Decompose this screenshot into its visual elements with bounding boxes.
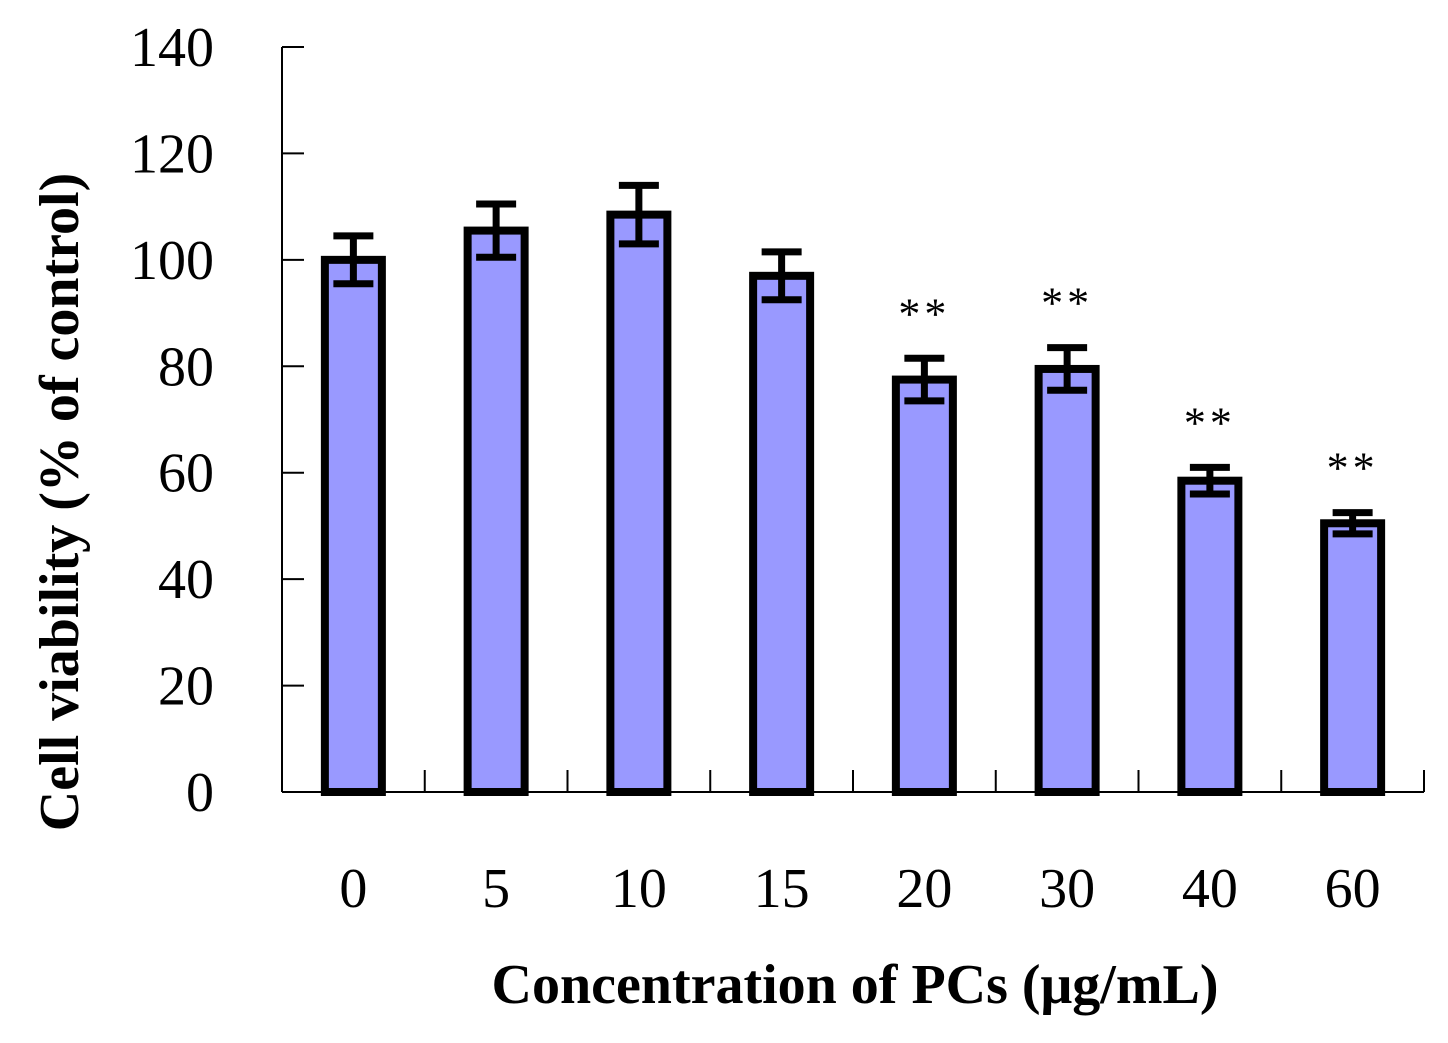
- x-tick-label: 20: [896, 858, 952, 920]
- significance-label: **: [1184, 398, 1236, 447]
- x-tick-label: 10: [611, 858, 667, 920]
- bar: [1177, 476, 1243, 796]
- y-axis: 0 20 40 60 80 100 120 140: [130, 17, 304, 824]
- significance-markers: ** ** ** **: [898, 279, 1379, 493]
- y-tick-label: 80: [158, 336, 214, 398]
- bar: [606, 210, 672, 796]
- x-axis-title: Concentration of PCs (μg/mL): [492, 954, 1219, 1016]
- y-tick-label: 120: [130, 123, 214, 185]
- x-tick-label: 40: [1182, 858, 1238, 920]
- x-tick-label: 15: [754, 858, 810, 920]
- x-tick-label: 30: [1039, 858, 1095, 920]
- bar: [749, 271, 815, 797]
- significance-label: **: [1327, 444, 1379, 493]
- significance-label: **: [1041, 279, 1093, 328]
- y-tick-label: 20: [158, 656, 214, 718]
- x-tick-label: 60: [1325, 858, 1381, 920]
- x-tick-label: 5: [482, 858, 510, 920]
- bar: [1034, 364, 1100, 796]
- bar: [320, 255, 386, 797]
- x-axis: 0 5 10 15 20 30 40 60: [282, 770, 1425, 920]
- error-bars-group: [333, 181, 1373, 538]
- bars-group: [320, 210, 1386, 797]
- significance-label: **: [898, 289, 950, 338]
- y-axis-title: Cell viability (% of control): [29, 173, 91, 831]
- y-tick-label: 40: [158, 549, 214, 611]
- bar: [891, 375, 957, 796]
- x-tick-label: 0: [339, 858, 367, 920]
- bar: [463, 226, 529, 796]
- y-tick-label: 60: [158, 443, 214, 505]
- bar: [1320, 519, 1386, 797]
- y-tick-label: 0: [186, 762, 214, 824]
- y-tick-label: 140: [130, 17, 214, 79]
- y-tick-label: 100: [130, 230, 214, 292]
